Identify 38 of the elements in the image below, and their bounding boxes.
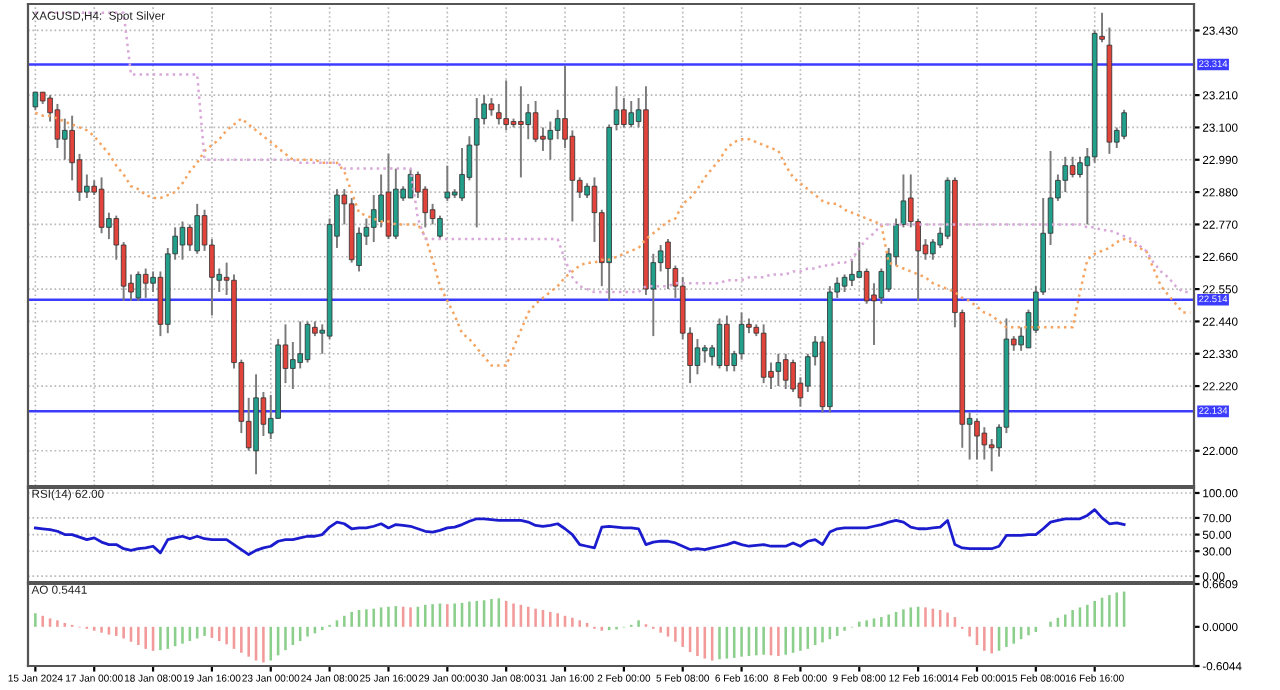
candlestick bbox=[694, 338, 701, 376]
candlestick bbox=[724, 314, 730, 373]
candlestick bbox=[532, 100, 539, 144]
candlestick bbox=[760, 323, 767, 385]
candlestick bbox=[473, 97, 480, 229]
candlestick bbox=[775, 352, 782, 388]
candlestick bbox=[444, 164, 451, 202]
candlestick bbox=[738, 311, 745, 361]
candlestick bbox=[621, 97, 627, 129]
candlestick bbox=[187, 223, 193, 252]
candlestick bbox=[981, 426, 988, 461]
line-series bbox=[34, 11, 1192, 294]
candlestick bbox=[628, 100, 634, 129]
candlestick bbox=[547, 120, 554, 161]
candlestick bbox=[782, 352, 789, 390]
candlestick bbox=[1062, 155, 1069, 194]
candlestick bbox=[407, 167, 414, 199]
candlestick bbox=[1069, 155, 1076, 179]
candlestick bbox=[518, 85, 524, 179]
candlestick bbox=[304, 320, 311, 364]
candlestick bbox=[554, 108, 561, 141]
line-series bbox=[33, 508, 1126, 556]
candlestick bbox=[849, 258, 855, 288]
candlestick bbox=[142, 267, 149, 299]
candlestick bbox=[1121, 108, 1127, 141]
candlestick bbox=[393, 167, 399, 241]
candlestick bbox=[716, 317, 723, 370]
candlestick bbox=[135, 270, 142, 302]
candlestick bbox=[613, 85, 620, 132]
candlestick bbox=[98, 176, 105, 235]
candlestick bbox=[665, 238, 671, 291]
candlestick bbox=[974, 417, 980, 461]
candlestick bbox=[54, 102, 61, 149]
candlestick bbox=[503, 79, 509, 132]
candlestick bbox=[194, 202, 200, 255]
candlestick bbox=[62, 117, 68, 161]
candlestick bbox=[179, 220, 186, 261]
candlestick bbox=[385, 152, 392, 241]
